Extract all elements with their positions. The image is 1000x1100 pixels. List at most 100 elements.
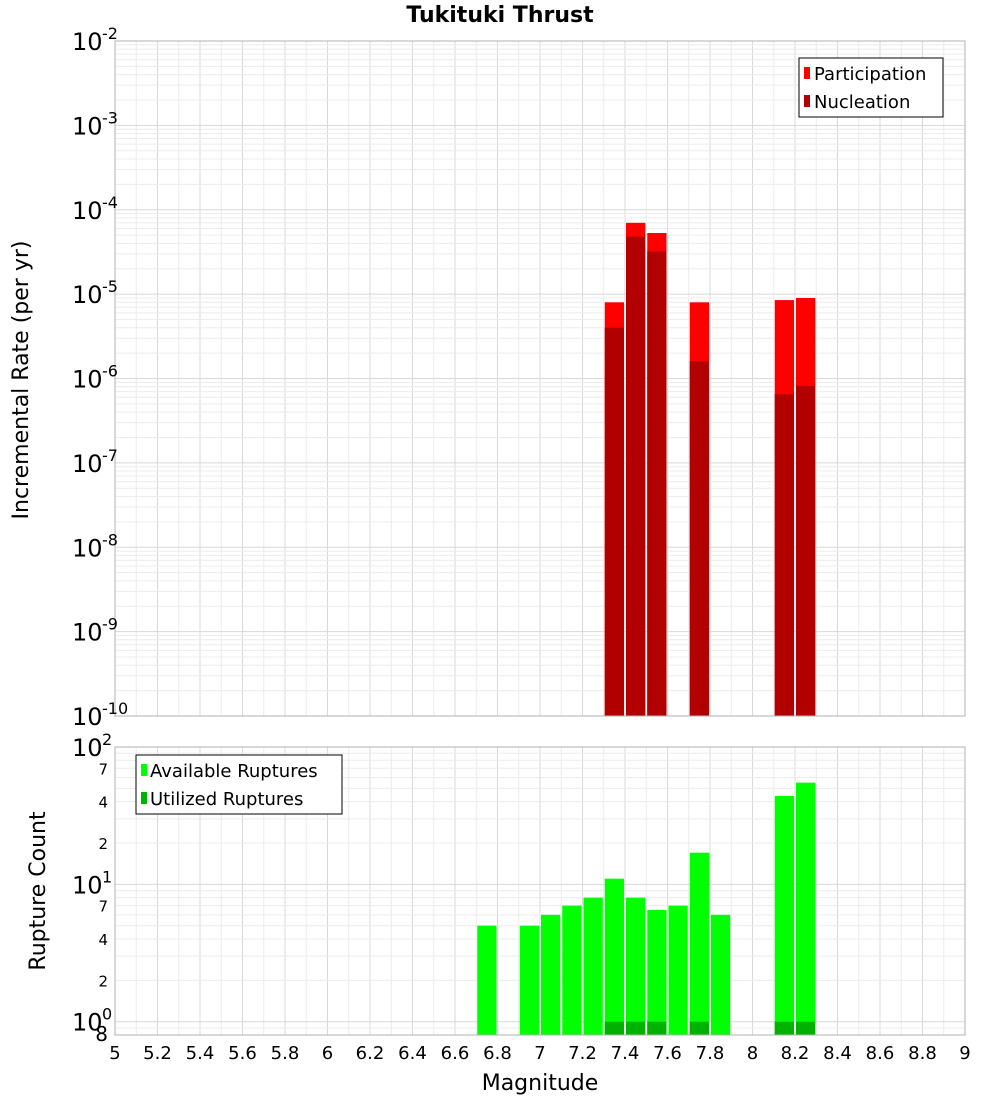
top-legend-box [798, 57, 944, 118]
bottom-y-minor-tick-label: 8 [95, 1022, 108, 1046]
top-y-tick-label: 10 [72, 28, 103, 56]
top-y-tick-exponent: -2 [102, 24, 118, 43]
nucleation-legend-label: Nucleation [814, 92, 910, 113]
bottom-y-tick-label: 10 [72, 734, 103, 762]
top-nucleation-bar [774, 394, 794, 716]
top-y-tick-label: 10 [72, 112, 103, 140]
top-y-tick-label: 10 [72, 197, 103, 225]
bottom-legend: Available Ruptures Utilized Ruptures [135, 754, 343, 815]
top-y-tick-exponent: -10 [102, 699, 128, 718]
bottom-y-minor-tick-label: 7 [98, 760, 108, 778]
top-y-tick-label: 10 [72, 534, 103, 562]
bottom-y-tick-label: 10 [72, 1009, 103, 1037]
utilized-ruptures-legend-label: Utilized Ruptures [150, 789, 303, 810]
top-nucleation-bar [796, 385, 816, 716]
bottom-available-ruptures-bar [668, 905, 688, 1035]
x-tick-label: 5.8 [271, 1043, 300, 1064]
bottom-utilized-ruptures-bar [647, 1021, 667, 1035]
top-y-tick-exponent: -3 [102, 108, 118, 127]
participation-swatch [804, 67, 810, 79]
top-panel-bars [604, 222, 816, 716]
x-tick-label: 8.2 [781, 1043, 810, 1064]
top-nucleation-bar [626, 236, 646, 716]
top-panel-frame [114, 40, 966, 717]
top-y-tick-exponent: -7 [102, 446, 118, 465]
top-y-tick-exponent: -6 [102, 362, 118, 381]
bottom-available-ruptures-bar [796, 782, 816, 1035]
bottom-utilized-ruptures-bar [604, 1021, 624, 1035]
x-tick-label: 5.6 [228, 1043, 257, 1064]
top-nucleation-bar [647, 251, 667, 716]
x-tick-label: 7 [534, 1043, 545, 1064]
participation-legend-label: Participation [814, 64, 926, 85]
nucleation-swatch [804, 95, 810, 107]
bottom-utilized-ruptures-bar [796, 1021, 816, 1035]
top-y-tick-label: 10 [72, 450, 103, 478]
x-tick-label: 8 [747, 1043, 758, 1064]
x-tick-label: 8.6 [866, 1043, 895, 1064]
top-y-tick-label: 10 [72, 366, 103, 394]
bottom-panel-frame [114, 746, 966, 1036]
bottom-available-ruptures-bar [541, 914, 561, 1035]
bottom-panel-bars [477, 782, 816, 1035]
available-ruptures-legend-label: Available Ruptures [150, 761, 318, 782]
bottom-available-ruptures-bar [626, 897, 646, 1035]
top-y-tick-exponent: -5 [102, 277, 118, 296]
x-axis-ticks: 5 5.2 5.4 5.6 5.8 6 6.2 6.4 6.6 6.8 7 7.2 7.4 7.6 7.8 8… [109, 1043, 970, 1064]
top-y-axis-label: Incremental Rate (per yr) [9, 241, 34, 520]
bottom-y-tick-exponent: 2 [102, 730, 112, 749]
top-y-tick-exponent: -8 [102, 530, 118, 549]
bottom-y-minor-tick-label: 2 [98, 835, 108, 853]
bottom-available-ruptures-bar [647, 910, 667, 1035]
bottom-y-tick-label: 10 [72, 871, 103, 899]
top-y-tick-label: 10 [72, 703, 103, 731]
bottom-available-ruptures-bar [604, 878, 624, 1035]
x-tick-label: 6.6 [441, 1043, 470, 1064]
bottom-y-minor-tick-label: 2 [98, 972, 108, 990]
bottom-available-ruptures-bar [519, 925, 539, 1035]
bottom-utilized-ruptures-bar [774, 1021, 794, 1035]
x-tick-label: 5.4 [186, 1043, 215, 1064]
top-legend: Participation Nucleation [798, 57, 944, 118]
top-nucleation-bar [604, 327, 624, 716]
top-y-tick-exponent: -9 [102, 615, 118, 634]
x-tick-label: 7.6 [653, 1043, 682, 1064]
bottom-y-axis-label: Rupture Count [26, 811, 51, 971]
x-tick-label: 6.8 [483, 1043, 512, 1064]
top-nucleation-bar [689, 361, 709, 716]
x-axis-label: Magnitude [482, 1071, 599, 1096]
x-tick-label: 7.8 [696, 1043, 725, 1064]
x-tick-label: 6.2 [356, 1043, 385, 1064]
bottom-available-ruptures-bar [774, 795, 794, 1035]
bottom-utilized-ruptures-bar [626, 1021, 646, 1035]
bottom-utilized-ruptures-bar [689, 1021, 709, 1035]
x-tick-label: 9 [959, 1043, 970, 1064]
bottom-y-tick-exponent: 0 [102, 1005, 112, 1024]
chart-title: Tukituki Thrust [406, 3, 594, 28]
top-y-tick-label: 10 [72, 281, 103, 309]
bottom-y-minor-tick-label: 7 [98, 898, 108, 916]
x-tick-label: 7.2 [568, 1043, 597, 1064]
x-tick-label: 6.4 [398, 1043, 427, 1064]
top-y-tick-exponent: -4 [102, 193, 118, 212]
x-tick-label: 7.4 [611, 1043, 640, 1064]
x-tick-label: 5.2 [143, 1043, 172, 1064]
bottom-legend-box [135, 754, 343, 815]
available-ruptures-swatch [141, 764, 147, 776]
bottom-available-ruptures-bar [711, 914, 731, 1035]
bottom-available-ruptures-bar [689, 852, 709, 1035]
x-tick-label: 5 [109, 1043, 120, 1064]
bottom-y-tick-exponent: 1 [102, 867, 112, 886]
top-panel-gridlines [114, 40, 966, 717]
x-tick-label: 8.8 [908, 1043, 937, 1064]
bottom-available-ruptures-bar [562, 905, 582, 1035]
x-tick-label: 8.4 [823, 1043, 852, 1064]
bottom-y-minor-tick-label: 4 [98, 931, 108, 949]
top-y-tick-label: 10 [72, 619, 103, 647]
utilized-ruptures-swatch [141, 792, 147, 804]
x-tick-label: 6 [322, 1043, 333, 1064]
bottom-available-ruptures-bar [477, 925, 497, 1035]
